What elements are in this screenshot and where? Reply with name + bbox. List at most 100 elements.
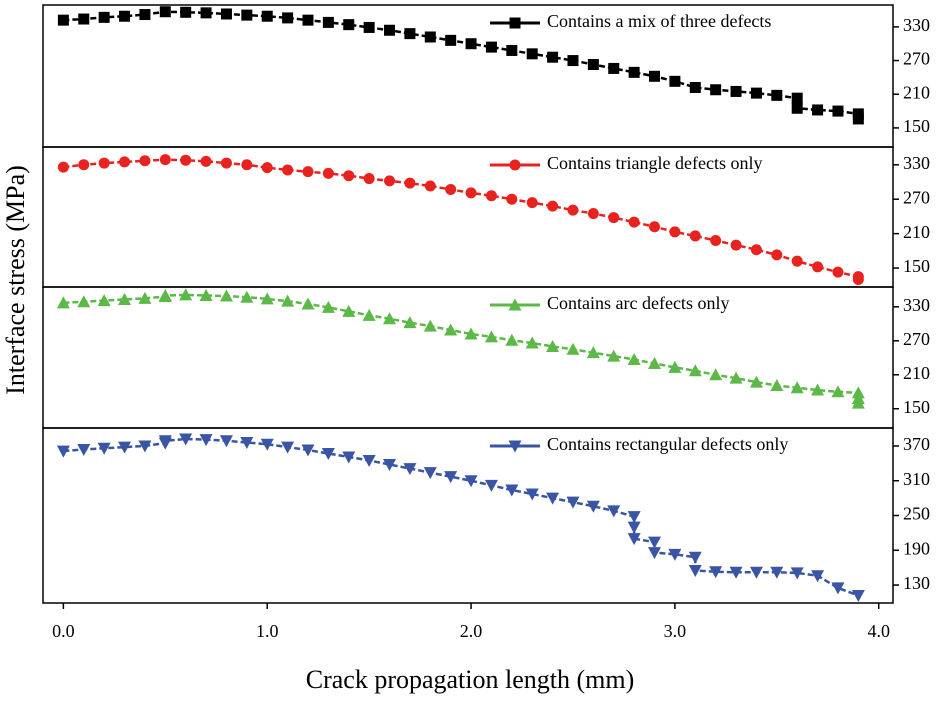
marker xyxy=(689,230,701,242)
marker xyxy=(730,239,742,251)
marker xyxy=(220,157,232,169)
marker xyxy=(607,349,621,362)
marker xyxy=(445,183,457,195)
marker xyxy=(608,62,620,74)
x-axis-label: Crack propagation length (mm) xyxy=(306,665,635,694)
marker xyxy=(302,14,314,26)
plot-frame xyxy=(42,427,894,604)
marker xyxy=(567,204,579,216)
marker xyxy=(688,565,702,578)
marker xyxy=(770,379,784,392)
marker xyxy=(322,16,334,28)
marker xyxy=(403,463,417,476)
marker xyxy=(362,308,376,321)
marker xyxy=(423,467,437,480)
marker xyxy=(118,292,132,305)
marker xyxy=(750,87,762,99)
marker xyxy=(526,48,538,60)
marker xyxy=(220,8,232,20)
marker xyxy=(159,6,171,18)
marker xyxy=(791,102,803,114)
marker xyxy=(404,28,416,40)
marker xyxy=(180,154,192,166)
marker xyxy=(668,360,682,373)
marker xyxy=(343,170,355,182)
marker xyxy=(710,235,722,247)
marker xyxy=(200,155,212,167)
y-tick-label: 330 xyxy=(903,15,930,35)
marker xyxy=(179,288,193,301)
marker xyxy=(322,167,334,179)
y-tick-label: 150 xyxy=(903,256,930,276)
y-tick-label: 330 xyxy=(903,153,930,173)
marker xyxy=(485,41,497,53)
marker xyxy=(158,435,172,448)
marker xyxy=(547,51,559,63)
legend-marker xyxy=(508,298,522,311)
marker xyxy=(851,589,865,602)
marker xyxy=(241,159,253,171)
marker xyxy=(424,31,436,43)
marker xyxy=(790,381,804,394)
marker xyxy=(649,70,661,82)
marker xyxy=(586,500,600,513)
marker xyxy=(260,292,274,305)
y-tick-label: 310 xyxy=(903,469,930,489)
marker xyxy=(119,156,131,168)
marker xyxy=(119,10,131,22)
marker xyxy=(627,521,641,534)
marker xyxy=(791,92,803,104)
x-tick-label: 4.0 xyxy=(867,621,890,641)
marker xyxy=(832,105,844,117)
y-tick-label: 190 xyxy=(903,538,930,558)
marker xyxy=(240,290,254,303)
marker xyxy=(566,496,580,509)
marker xyxy=(546,492,560,505)
marker xyxy=(771,89,783,101)
marker xyxy=(525,336,539,349)
marker xyxy=(384,24,396,36)
marker xyxy=(199,288,213,301)
marker xyxy=(342,304,356,317)
marker xyxy=(771,249,783,261)
marker xyxy=(669,226,681,238)
x-tick-label: 1.0 xyxy=(256,621,279,641)
marker xyxy=(445,34,457,46)
marker xyxy=(362,454,376,467)
marker xyxy=(139,9,151,21)
marker xyxy=(444,471,458,484)
marker xyxy=(607,505,621,518)
legend-label: Contains triangle defects only xyxy=(547,153,762,173)
legend-label: Contains a mix of three defects xyxy=(547,11,771,31)
marker xyxy=(403,316,417,329)
marker xyxy=(729,566,743,579)
marker xyxy=(302,166,314,178)
marker xyxy=(525,488,539,501)
marker xyxy=(586,346,600,359)
plot-frame xyxy=(42,146,894,288)
marker xyxy=(98,11,110,23)
marker xyxy=(648,536,662,549)
marker xyxy=(526,197,538,209)
marker xyxy=(710,84,722,96)
plot-frame xyxy=(42,286,894,429)
series-line xyxy=(63,293,860,404)
marker xyxy=(812,104,824,116)
marker xyxy=(57,14,69,26)
marker xyxy=(688,364,702,377)
marker xyxy=(78,159,90,171)
marker xyxy=(668,548,682,561)
marker xyxy=(384,175,396,187)
marker xyxy=(812,261,824,273)
y-axis-label: Interface stress (MPa) xyxy=(1,165,30,395)
marker xyxy=(811,570,825,583)
marker xyxy=(260,438,274,451)
marker xyxy=(97,442,111,455)
marker xyxy=(158,288,172,301)
marker xyxy=(57,161,69,173)
marker xyxy=(505,333,519,346)
marker xyxy=(608,212,620,224)
marker xyxy=(709,368,723,381)
y-tick-label: 270 xyxy=(903,49,930,69)
